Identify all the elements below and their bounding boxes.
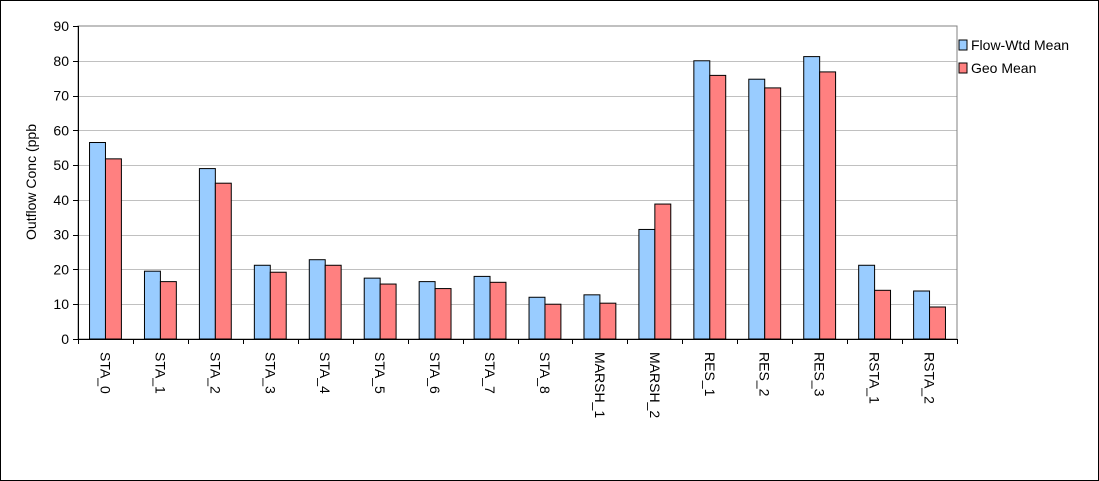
y-tick-label: 90 xyxy=(53,18,69,34)
bar-flow-wtd-mean xyxy=(583,294,601,340)
legend-label: Geo Mean xyxy=(971,60,1036,76)
bar-flow-wtd-mean xyxy=(803,56,821,340)
bar-geo-mean xyxy=(599,302,617,340)
x-category-label: RSTA_1 xyxy=(867,352,883,404)
bar-geo-mean xyxy=(709,74,727,340)
bar-flow-wtd-mean xyxy=(638,228,656,340)
bar-geo-mean xyxy=(159,281,177,340)
legend: Flow-Wtd Mean Geo Mean xyxy=(958,37,1069,76)
x-category-label: RES_2 xyxy=(757,352,773,397)
x-category-label: STA_3 xyxy=(262,352,278,394)
x-category-label: STA_2 xyxy=(207,352,223,394)
bar-flow-wtd-mean xyxy=(363,277,381,340)
bar-geo-mean xyxy=(489,281,507,340)
bar-geo-mean xyxy=(544,303,562,340)
x-category-label: STA_6 xyxy=(427,352,443,394)
bar-geo-mean xyxy=(379,283,397,340)
y-tick-label: 60 xyxy=(53,122,69,138)
bar-geo-mean xyxy=(874,289,892,340)
y-tick-label: 40 xyxy=(53,192,69,208)
legend-swatch xyxy=(958,39,968,51)
bar-geo-mean xyxy=(214,182,232,340)
y-tick-label: 0 xyxy=(61,331,69,347)
x-category-label: STA_5 xyxy=(372,352,388,394)
x-category-label: RES_1 xyxy=(702,352,718,397)
x-category-label: MARSH_1 xyxy=(592,352,608,418)
bar-flow-wtd-mean xyxy=(143,270,161,340)
bar-geo-mean xyxy=(104,158,122,340)
bar-flow-wtd-mean xyxy=(693,60,711,340)
bar-flow-wtd-mean xyxy=(473,275,491,340)
x-category-labels: STA_0 STA_1 STA_2 STA_3 STA_4 STA_5 STA_6 STA_7… xyxy=(97,352,937,418)
x-category-label: STA_4 xyxy=(317,352,333,394)
x-category-label: MARSH_2 xyxy=(647,352,663,418)
x-category-label: STA_7 xyxy=(482,352,498,394)
bars xyxy=(89,56,946,340)
y-tick-label: 70 xyxy=(53,88,69,104)
legend-label: Flow-Wtd Mean xyxy=(971,37,1069,53)
bar-geo-mean xyxy=(764,87,782,340)
y-tick-label: 10 xyxy=(53,296,69,312)
bar-geo-mean xyxy=(324,264,342,340)
bar-geo-mean xyxy=(269,271,287,340)
x-category-label: RSTA_2 xyxy=(922,352,938,404)
bar-flow-wtd-mean xyxy=(418,281,436,340)
x-category-label: STA_1 xyxy=(152,352,168,394)
y-axis-label: Outflow Conc (ppb xyxy=(23,124,39,240)
y-tick-labels: 0 10 20 30 40 50 60 70 80 90 xyxy=(53,18,69,347)
bar-flow-wtd-mean xyxy=(308,259,326,340)
axes xyxy=(73,26,958,344)
bar-flow-wtd-mean xyxy=(253,264,271,340)
bar-flow-wtd-mean xyxy=(198,168,216,340)
x-category-label: STA_8 xyxy=(537,352,553,394)
legend-swatch xyxy=(958,62,968,74)
bar-geo-mean xyxy=(654,203,672,340)
bar-geo-mean xyxy=(819,71,837,340)
y-tick-label: 20 xyxy=(53,261,69,277)
y-tick-label: 80 xyxy=(53,53,69,69)
bar-geo-mean xyxy=(434,288,452,340)
bar-geo-mean xyxy=(929,306,946,340)
bar-flow-wtd-mean xyxy=(528,296,546,340)
x-category-label: RES_3 xyxy=(812,352,828,397)
bar-flow-wtd-mean xyxy=(913,290,931,340)
y-tick-label: 50 xyxy=(53,157,69,173)
x-category-label: STA_0 xyxy=(97,352,113,394)
bar-flow-wtd-mean xyxy=(858,264,876,340)
y-tick-label: 30 xyxy=(53,227,69,243)
bar-flow-wtd-mean xyxy=(89,142,106,340)
bar-flow-wtd-mean xyxy=(748,78,766,340)
